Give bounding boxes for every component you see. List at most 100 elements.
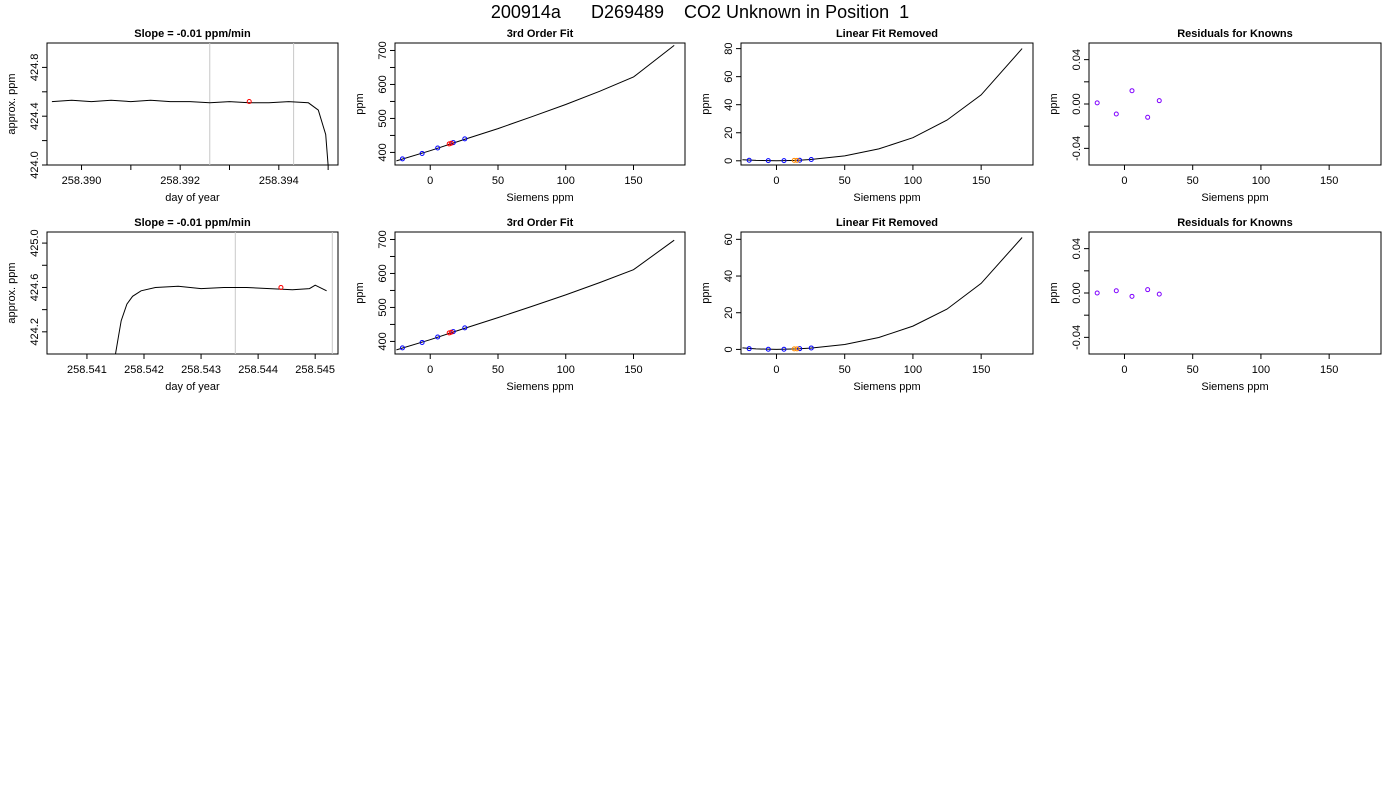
known-point (1156, 98, 1162, 104)
known-point (781, 346, 787, 352)
unknown-point (448, 329, 454, 335)
y-tick-label: 425.0 (29, 229, 41, 257)
known-point (808, 345, 814, 351)
panel-title: Slope = -0.01 ppm/min (134, 217, 251, 229)
x-axis-label: Siemens ppm (506, 192, 573, 204)
x-tick-label: 0 (427, 175, 433, 187)
x-tick-label: 50 (839, 175, 851, 187)
x-tick-label: 150 (624, 175, 642, 187)
known-point (797, 157, 803, 163)
plot-frame (394, 231, 686, 355)
plot-frame (740, 42, 1034, 166)
known-point (1094, 100, 1100, 106)
x-axis-label: Siemens ppm (506, 381, 573, 393)
plot-area (742, 237, 1023, 352)
x-tick-label: 0 (427, 364, 433, 376)
x-axis: 258.541 258.542 258.543 258.544 258.545 day o… (67, 354, 335, 393)
unknown-point (794, 346, 800, 352)
x-tick-label: 50 (492, 175, 504, 187)
y-axis: 0 20 40 60 ppm (700, 233, 741, 352)
x-tick-label: 258.392 (160, 175, 200, 187)
unknown-point (791, 157, 797, 163)
y-tick-label: 424.0 (29, 151, 41, 179)
x-tick-label: 50 (1187, 364, 1199, 376)
chart-panel-7: Linear Fit Removed 0 50 100 150 Siemens ppm 0 2… (700, 217, 1034, 393)
y-tick-label: 20 (723, 127, 735, 139)
x-tick-label: 100 (1252, 175, 1270, 187)
y-tick-label: 424.6 (29, 274, 41, 302)
y-axis: 0 20 40 60 80 ppm (700, 42, 741, 164)
x-tick-label: 100 (557, 364, 575, 376)
panel-title: Linear Fit Removed (836, 217, 938, 229)
plot-frame (46, 42, 339, 166)
y-tick-label: 40 (723, 270, 735, 282)
series-line (115, 284, 327, 354)
known-point (435, 334, 441, 340)
x-axis: 0 50 100 150 Siemens ppm (773, 165, 990, 204)
y-tick-label: -0.04 (1071, 136, 1083, 161)
x-axis-label: Siemens ppm (1201, 192, 1268, 204)
x-tick-label: 100 (557, 175, 575, 187)
y-tick-label: 0 (723, 346, 735, 352)
x-tick-label: 150 (624, 364, 642, 376)
x-axis: 0 50 100 150 Siemens ppm (1121, 165, 1338, 204)
panel-title: 3rd Order Fit (507, 217, 574, 229)
x-tick-label: 258.541 (67, 364, 107, 376)
y-tick-label: 0.04 (1071, 49, 1083, 70)
y-axis-label: ppm (700, 282, 712, 303)
known-point (399, 156, 405, 162)
y-tick-label: 0 (723, 158, 735, 164)
plot-area (1094, 88, 1162, 120)
known-point (1145, 114, 1151, 120)
y-tick-label: 500 (377, 298, 389, 316)
y-tick-label: 60 (723, 233, 735, 245)
y-tick-label: 0.04 (1071, 238, 1083, 259)
x-axis: 0 50 100 150 Siemens ppm (427, 165, 643, 204)
known-point (1129, 88, 1135, 94)
x-axis: 258.390 258.392 258.394 day of year (62, 165, 329, 204)
x-axis-label: Siemens ppm (1201, 381, 1268, 393)
fit-curve (396, 239, 675, 351)
x-axis-label: Siemens ppm (853, 381, 920, 393)
x-tick-label: 100 (1252, 364, 1270, 376)
fit-curve (742, 48, 1023, 162)
y-tick-label: 0.00 (1071, 282, 1083, 303)
unknown-point (794, 157, 800, 163)
y-axis-label: ppm (354, 93, 366, 114)
y-tick-label: 500 (377, 109, 389, 127)
x-tick-label: 150 (972, 364, 990, 376)
x-tick-label: 50 (492, 364, 504, 376)
chart-panel-6: 3rd Order Fit 0 50 100 150 Siemens ppm 400 500 6… (354, 217, 686, 393)
y-tick-label: -0.04 (1071, 325, 1083, 350)
plot-frame (1088, 42, 1382, 166)
y-axis-label: ppm (1048, 282, 1060, 303)
x-tick-label: 150 (1320, 175, 1338, 187)
y-tick-label: 424.2 (29, 318, 41, 346)
x-tick-label: 50 (1187, 175, 1199, 187)
y-tick-label: 700 (377, 230, 389, 248)
x-tick-label: 0 (1121, 175, 1127, 187)
plot-frame (740, 231, 1034, 355)
y-tick-label: 424.8 (29, 54, 41, 82)
panel-title: Linear Fit Removed (836, 28, 938, 40)
panel-title: Residuals for Knowns (1177, 217, 1293, 229)
x-tick-label: 258.394 (259, 175, 299, 187)
x-tick-label: 150 (972, 175, 990, 187)
x-tick-label: 0 (773, 364, 779, 376)
chart-panel-5: Slope = -0.01 ppm/min 258.541 258.542 258.5… (6, 217, 339, 393)
y-axis-label: approx. ppm (6, 262, 18, 323)
known-point (765, 158, 771, 164)
plot-area (742, 48, 1023, 164)
chart-panel-4: Residuals for Knowns 0 50 100 150 Siemens ppm… (1048, 28, 1382, 204)
y-tick-label: 60 (723, 71, 735, 83)
figure-title: 200914a D269489 CO2 Unknown in Position … (490, 2, 910, 22)
y-axis: 400 500 600 700 ppm (354, 41, 395, 162)
known-point (765, 346, 771, 352)
y-axis: -0.04 0.00 0.04 ppm (1048, 49, 1089, 161)
known-point (746, 157, 752, 163)
x-tick-label: 258.542 (124, 364, 164, 376)
chart-panel-8: Residuals for Knowns 0 50 100 150 Siemens ppm… (1048, 217, 1382, 393)
x-tick-label: 258.543 (181, 364, 221, 376)
